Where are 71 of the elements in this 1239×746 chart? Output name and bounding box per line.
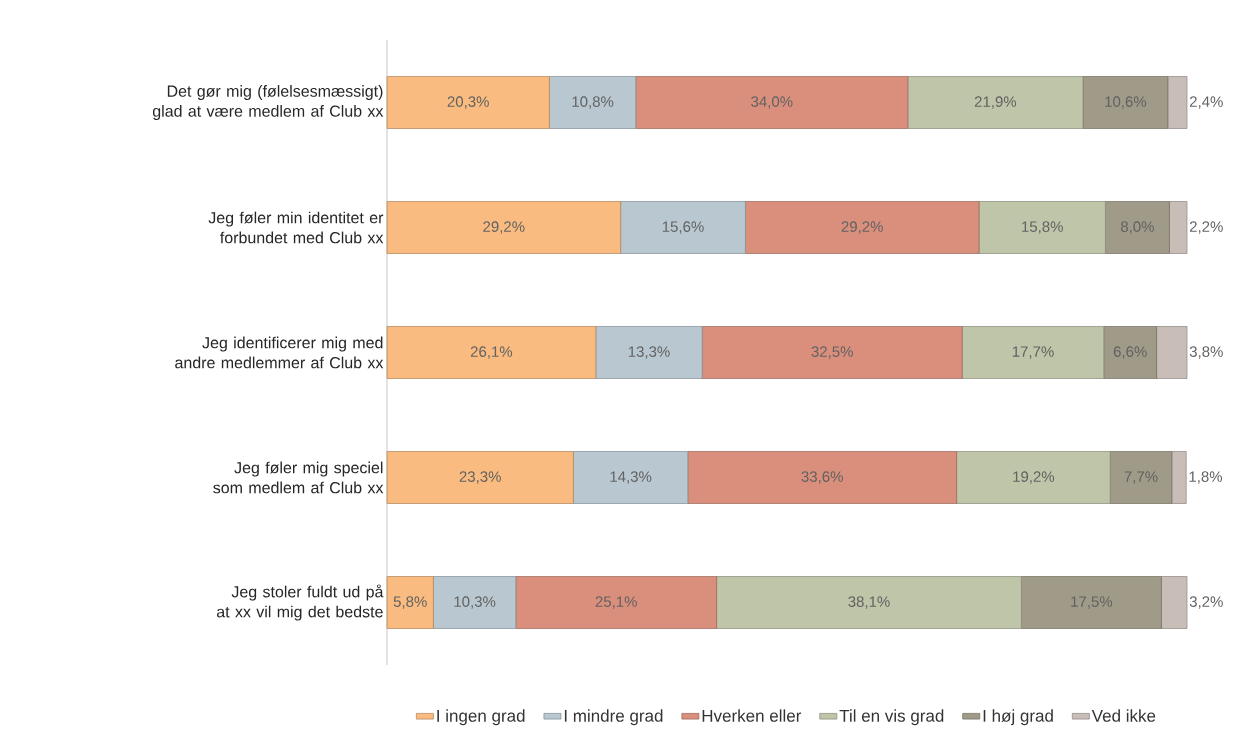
data-label: 38,1%	[848, 596, 890, 609]
bar	[1167, 76, 1188, 129]
bar	[745, 201, 980, 254]
data-label: 7,7%	[1124, 471, 1158, 484]
data-label: 20,3%	[447, 96, 489, 109]
data-label: 33,6%	[801, 471, 843, 484]
legend-label: Til en vis grad	[839, 709, 944, 726]
data-label: 26,1%	[470, 346, 513, 359]
bar	[433, 576, 517, 629]
bar	[956, 451, 1111, 504]
data-label: 1,8%	[1189, 471, 1223, 484]
bar	[1156, 326, 1188, 379]
bar	[595, 326, 703, 379]
bar	[701, 326, 963, 379]
bar	[961, 326, 1105, 379]
data-label: 5,8%	[393, 596, 427, 609]
bar	[386, 76, 550, 129]
data-label: 29,2%	[841, 221, 883, 234]
bar	[573, 451, 689, 504]
bar	[386, 451, 574, 504]
bar	[1169, 201, 1188, 254]
data-label: 21,9%	[974, 96, 1017, 109]
bar	[1021, 576, 1162, 629]
bar	[386, 576, 434, 629]
data-label: 13,3%	[628, 346, 670, 359]
y-tick-label: Jeg identificerer mig med andre medlemmer af Club xx	[175, 336, 384, 369]
data-label: 3,2%	[1189, 596, 1223, 609]
data-label: 2,4%	[1189, 96, 1223, 109]
legend-label: I høj grad	[983, 709, 1053, 726]
bar	[1109, 451, 1173, 504]
data-label: 2,2%	[1189, 221, 1223, 234]
bar	[1171, 451, 1187, 504]
data-label: 25,1%	[595, 596, 637, 609]
data-label: 10,8%	[572, 96, 614, 109]
data-label: 23,3%	[459, 471, 501, 484]
data-label: 15,8%	[1022, 221, 1063, 234]
bar	[549, 76, 637, 129]
legend-label: Hverken eller	[702, 709, 802, 722]
data-label: 14,3%	[610, 471, 652, 484]
data-label: 32,5%	[811, 346, 853, 359]
data-label: 10,6%	[1105, 96, 1147, 109]
data-label: 17,7%	[1012, 346, 1054, 359]
bar	[515, 576, 717, 629]
bar	[1082, 76, 1169, 129]
bar	[978, 201, 1106, 254]
bar	[687, 451, 957, 504]
y-tick-label: Jeg stoler fuldt ud på at xx vil mig det bedste	[216, 584, 384, 621]
bar	[907, 76, 1084, 129]
data-label: 19,2%	[1013, 471, 1055, 484]
data-label: 17,5%	[1071, 596, 1113, 609]
data-label: 8,0%	[1120, 221, 1154, 234]
data-label: 15,6%	[662, 221, 704, 234]
legend-label: Ved ikke	[1091, 709, 1156, 722]
data-label: 29,2%	[483, 221, 525, 234]
y-tick-label: Jeg føler mig speciel som medlem af Club xx	[213, 461, 384, 494]
data-label: 6,6%	[1113, 346, 1147, 359]
bar	[1103, 326, 1157, 379]
bar	[716, 576, 1022, 629]
bar	[386, 201, 621, 254]
legend-label: I mindre grad	[564, 709, 663, 726]
bar	[1161, 576, 1188, 629]
legend-label: I ingen grad	[437, 709, 525, 726]
bar	[635, 76, 909, 129]
data-label: 3,8%	[1189, 346, 1223, 359]
y-tick-label: Jeg føler min identitet er forbundet med Club xx	[208, 211, 384, 244]
y-tick-label: Det gør mig (følelsesmæssigt) glad at være medlem af Club xx	[152, 85, 384, 120]
bar	[386, 326, 597, 379]
bar	[1105, 201, 1170, 254]
bar	[620, 201, 746, 254]
data-label: 34,0%	[751, 96, 793, 109]
data-label: 10,3%	[454, 596, 496, 609]
